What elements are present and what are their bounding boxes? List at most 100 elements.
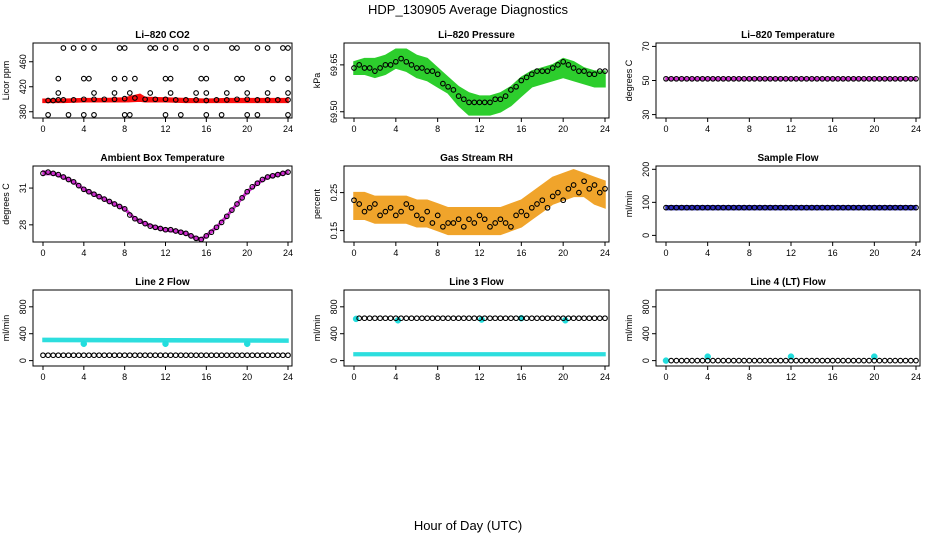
- data-point: [208, 352, 215, 359]
- x-tick-label: 4: [705, 248, 710, 258]
- data-point: [663, 204, 669, 211]
- data-point: [229, 352, 235, 359]
- data-point: [372, 315, 378, 322]
- data-point: [208, 229, 215, 236]
- data-point: [544, 315, 551, 322]
- data-point: [387, 62, 394, 68]
- data-point: [576, 189, 582, 196]
- data-point: [803, 204, 810, 211]
- data-point: [549, 193, 556, 200]
- data-point: [539, 315, 546, 322]
- data-point: [710, 204, 716, 211]
- data-point: [80, 45, 87, 51]
- data-point: [782, 204, 789, 211]
- data-point: [699, 75, 706, 82]
- data-point: [193, 45, 199, 51]
- data-point: [424, 208, 431, 215]
- data-point: [913, 75, 919, 82]
- data-point: [528, 71, 535, 78]
- data-point: [907, 75, 914, 82]
- data-point: [772, 75, 779, 82]
- data-point: [694, 204, 701, 211]
- x-tick-label: 8: [122, 372, 127, 382]
- data-point: [213, 352, 220, 359]
- data-point: [455, 315, 462, 322]
- data-point: [720, 204, 727, 211]
- x-tick-label: 24: [600, 124, 610, 134]
- data-point: [440, 80, 446, 87]
- data-point: [725, 357, 732, 364]
- data-point: [741, 204, 747, 211]
- data-point: [450, 87, 457, 93]
- data-point: [351, 65, 357, 71]
- data-point: [704, 353, 711, 360]
- data-point: [772, 357, 779, 364]
- data-point: [152, 224, 159, 231]
- panel-title: Li–820 Temperature: [741, 30, 835, 41]
- data-point: [172, 45, 179, 51]
- data-point: [689, 75, 695, 82]
- data-point: [203, 112, 210, 118]
- data-point: [45, 169, 51, 175]
- data-point: [455, 216, 462, 223]
- x-tick-label: 20: [869, 124, 879, 134]
- data-point: [803, 357, 810, 364]
- panel-2: Li–820 Pressure kPa 0 4 8 12 16 20 24 69.50 69.65: [312, 30, 610, 134]
- data-point: [741, 357, 747, 364]
- x-tick-label: 12: [160, 372, 170, 382]
- data-point: [167, 90, 174, 96]
- data-point: [80, 96, 87, 103]
- data-point: [162, 75, 169, 82]
- data-point: [147, 223, 154, 229]
- plot-frame: [343, 165, 610, 243]
- data-point: [167, 75, 174, 82]
- data-point: [751, 75, 758, 82]
- data-point: [829, 75, 836, 82]
- data-point: [793, 75, 800, 82]
- data-point: [471, 99, 478, 106]
- data-point: [111, 201, 118, 207]
- data-point: [460, 223, 467, 230]
- data-point: [177, 112, 184, 118]
- y-tick-label: 0: [641, 358, 651, 363]
- data-point: [549, 65, 556, 71]
- x-tick-label: 4: [81, 248, 86, 258]
- y-tick-label: 50: [641, 75, 651, 85]
- y-tick-label: 0: [641, 233, 651, 238]
- data-point: [913, 204, 919, 211]
- data-point: [591, 315, 598, 322]
- data-point: [481, 99, 488, 106]
- data-point: [829, 357, 836, 364]
- data-point: [777, 204, 784, 211]
- x-tick-label: 24: [911, 248, 921, 258]
- y-tick-label: 30: [641, 110, 651, 120]
- data-point: [502, 220, 509, 226]
- data-point: [845, 75, 852, 82]
- data-point: [861, 75, 867, 82]
- data-point: [455, 93, 462, 99]
- data-point: [871, 357, 878, 364]
- series-band: [42, 337, 289, 343]
- data-point: [668, 75, 675, 82]
- data-point: [398, 55, 404, 62]
- data-point: [75, 352, 82, 359]
- data-point: [788, 357, 794, 364]
- data-point: [798, 75, 805, 82]
- x-tick-label: 8: [435, 124, 440, 134]
- data-point: [678, 75, 685, 82]
- y-axis-label: ml/min: [624, 315, 634, 342]
- data-point: [274, 97, 281, 103]
- x-tick-label: 16: [828, 372, 838, 382]
- data-point: [683, 75, 690, 82]
- data-point: [244, 96, 251, 103]
- data-point: [534, 201, 540, 207]
- data-point: [555, 189, 561, 196]
- panel-title: Line 3 Flow: [449, 277, 504, 288]
- x-tick-label: 20: [242, 124, 252, 134]
- x-tick-label: 20: [558, 124, 568, 134]
- x-tick-label: 24: [911, 372, 921, 382]
- data-point: [392, 212, 399, 219]
- data-point: [678, 204, 685, 211]
- data-point: [382, 208, 389, 215]
- data-point: [259, 352, 266, 359]
